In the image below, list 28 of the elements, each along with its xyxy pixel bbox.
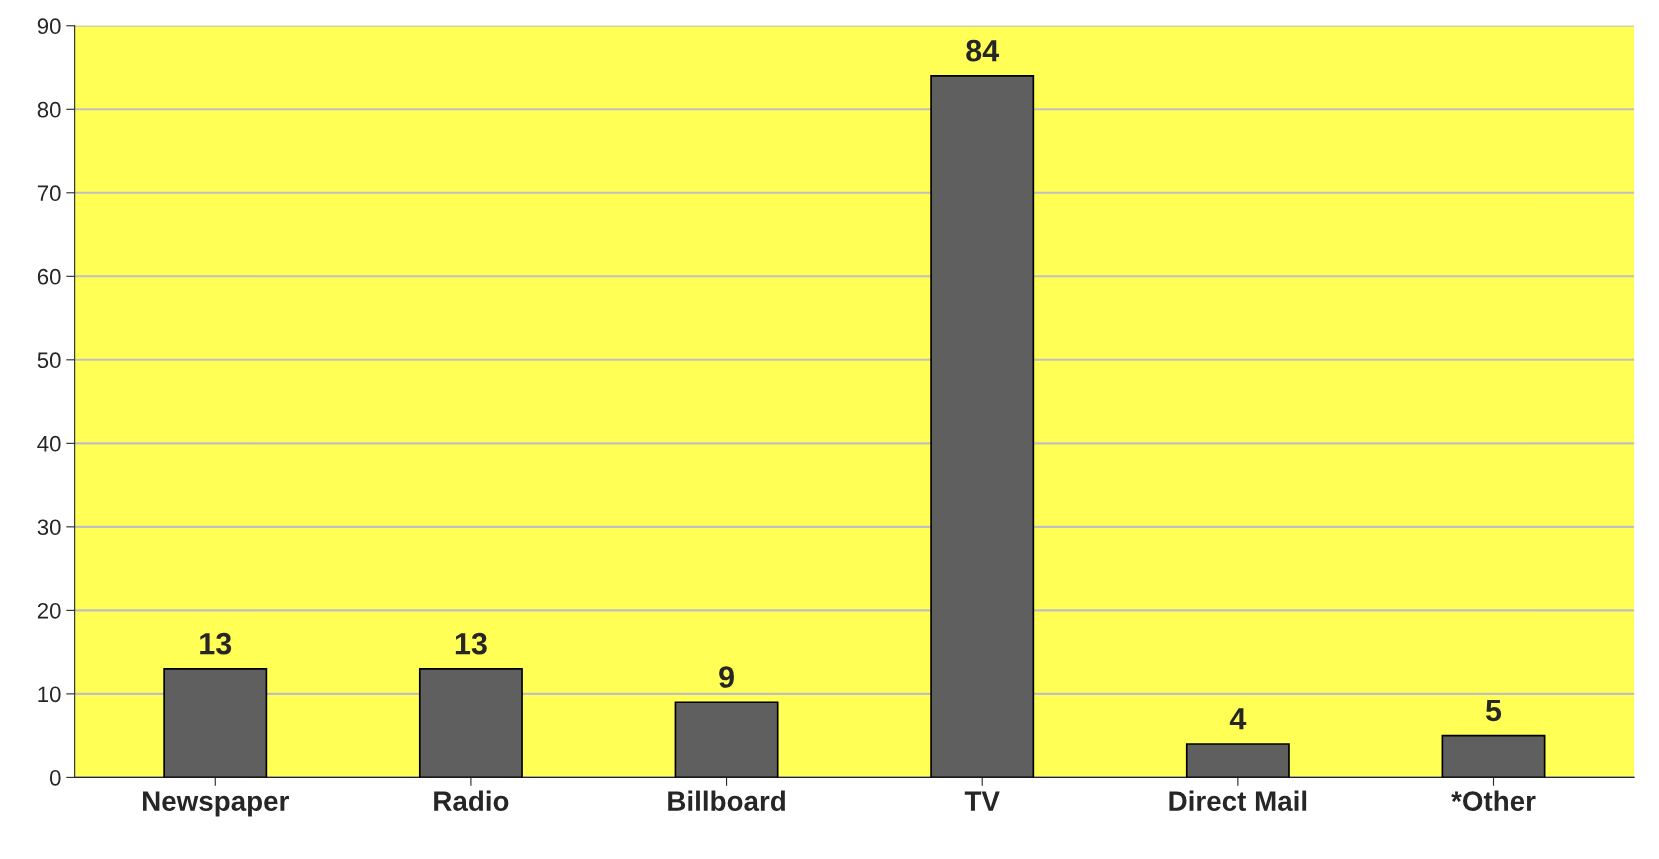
data-label: 84 bbox=[966, 39, 1000, 62]
y-tick-label: 10 bbox=[38, 686, 61, 703]
x-tick-label: Billboard bbox=[668, 790, 785, 811]
x-tick-label: TV bbox=[964, 791, 1000, 811]
bar bbox=[1441, 734, 1546, 778]
bar bbox=[418, 667, 523, 778]
y-tick-label: 60 bbox=[37, 268, 61, 285]
bar bbox=[163, 667, 268, 778]
data-label: 5 bbox=[1485, 699, 1502, 722]
x-tick-label: *Other bbox=[1451, 790, 1536, 811]
y-tick-label: 30 bbox=[37, 519, 61, 536]
data-label: 13 bbox=[200, 632, 232, 655]
bar bbox=[930, 75, 1035, 778]
y-tick-label: 80 bbox=[37, 101, 61, 118]
y-tick-label: 20 bbox=[37, 602, 61, 619]
x-tick-label: Newspaper bbox=[143, 791, 289, 817]
bar bbox=[674, 701, 779, 778]
y-tick-label: 0 bbox=[49, 769, 61, 786]
data-label: 13 bbox=[455, 632, 487, 655]
y-tick-label: 90 bbox=[37, 18, 61, 35]
y-tick-label: 40 bbox=[37, 435, 61, 452]
data-label: 4 bbox=[1229, 708, 1247, 730]
y-tick-label: 50 bbox=[37, 352, 61, 369]
data-label: 9 bbox=[719, 666, 734, 688]
y-tick-label: 70 bbox=[37, 185, 61, 202]
bar bbox=[1185, 743, 1290, 778]
x-tick-label: Direct Mail bbox=[1169, 790, 1307, 811]
x-tick-label: Radio bbox=[434, 790, 509, 811]
